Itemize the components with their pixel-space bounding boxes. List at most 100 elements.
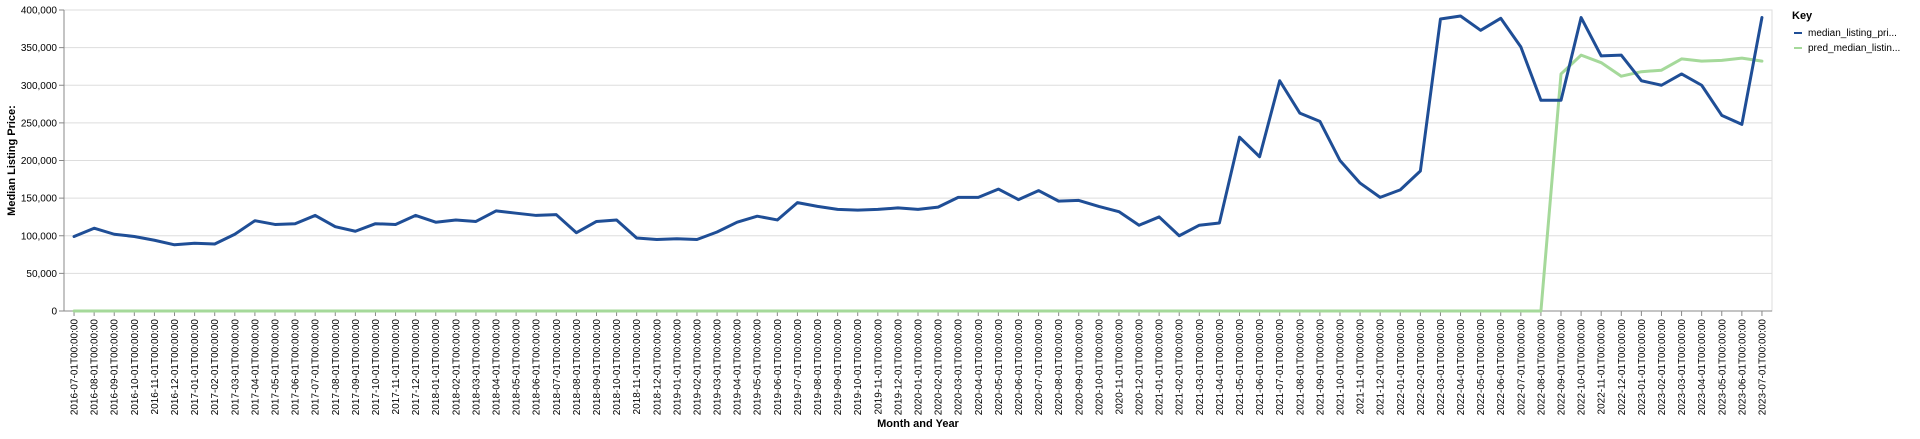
x-tick-label: 2016-11-01T00:00:00: [150, 319, 161, 415]
x-tick-label: 2022-01-01T00:00:00: [1396, 319, 1407, 416]
x-tick-label: 2020-02-01T00:00:00: [934, 319, 945, 416]
x-tick-label: 2018-09-01T00:00:00: [592, 319, 603, 416]
x-tick-label: 2022-10-01T00:00:00: [1577, 319, 1588, 416]
x-tick-label: 2018-04-01T00:00:00: [492, 319, 503, 416]
x-tick-label: 2022-07-01T00:00:00: [1516, 319, 1527, 416]
x-tick-label: 2019-09-01T00:00:00: [833, 319, 844, 416]
x-tick-label: 2021-01-01T00:00:00: [1155, 319, 1166, 416]
x-tick-label: 2020-06-01T00:00:00: [1014, 319, 1025, 416]
x-tick-label: 2018-03-01T00:00:00: [471, 319, 482, 416]
x-tick-label: 2018-12-01T00:00:00: [652, 319, 663, 416]
x-tick-label: 2021-07-01T00:00:00: [1275, 319, 1286, 416]
x-tick-label: 2017-08-01T00:00:00: [331, 319, 342, 416]
x-tick-label: 2022-04-01T00:00:00: [1456, 319, 1467, 416]
x-tick-label: 2019-11-01T00:00:00: [873, 319, 884, 415]
x-tick-label: 2017-10-01T00:00:00: [371, 319, 382, 416]
legend-title: Key: [1792, 10, 1813, 22]
x-tick-label: 2019-07-01T00:00:00: [793, 319, 804, 416]
y-tick-label: 250,000: [21, 118, 58, 129]
gridlines: [63, 9, 1773, 312]
x-tick-label: 2020-08-01T00:00:00: [1054, 319, 1065, 416]
x-tick-label: 2020-11-01T00:00:00: [1114, 319, 1125, 415]
x-tick-label: 2021-12-01T00:00:00: [1376, 319, 1387, 416]
x-tick-label: 2021-04-01T00:00:00: [1215, 319, 1226, 416]
x-tick-label: 2022-02-01T00:00:00: [1416, 319, 1427, 416]
x-tick-label: 2022-05-01T00:00:00: [1476, 319, 1487, 416]
x-tick-label: 2017-05-01T00:00:00: [270, 319, 281, 416]
x-tick-label: 2020-05-01T00:00:00: [994, 319, 1005, 416]
x-tick-label: 2023-03-01T00:00:00: [1677, 319, 1688, 416]
y-tick-label: 200,000: [21, 156, 58, 167]
x-tick-label: 2021-02-01T00:00:00: [1175, 319, 1186, 416]
x-tick-label: 2021-03-01T00:00:00: [1195, 319, 1206, 416]
y-tick-label: 300,000: [21, 81, 58, 92]
y-axis-title: Median Listing Price:: [6, 105, 18, 216]
x-tick-label: 2017-06-01T00:00:00: [291, 319, 302, 416]
x-tick-label: 2020-09-01T00:00:00: [1074, 319, 1085, 416]
x-tick-label: 2017-09-01T00:00:00: [351, 319, 362, 416]
x-tick-label: 2018-06-01T00:00:00: [532, 319, 543, 416]
x-tick-label: 2019-06-01T00:00:00: [773, 319, 784, 416]
x-tick-label: 2018-11-01T00:00:00: [632, 319, 643, 415]
x-tick-label: 2021-10-01T00:00:00: [1335, 319, 1346, 416]
x-tick-label: 2016-09-01T00:00:00: [110, 319, 121, 416]
x-tick-label: 2017-07-01T00:00:00: [311, 319, 322, 416]
x-tick-label: 2019-10-01T00:00:00: [853, 319, 864, 416]
legend-label: pred_median_listin...: [1808, 43, 1900, 54]
y-tick-label: 50,000: [26, 269, 57, 280]
x-tick-label: 2022-11-01T00:00:00: [1597, 319, 1608, 415]
x-tick-label: 2022-06-01T00:00:00: [1496, 319, 1507, 416]
x-tick-label: 2018-07-01T00:00:00: [552, 319, 563, 416]
x-tick-label: 2017-11-01T00:00:00: [391, 319, 402, 415]
x-tick-label: 2017-12-01T00:00:00: [411, 319, 422, 416]
x-tick-label: 2023-05-01T00:00:00: [1717, 319, 1728, 416]
x-tick-label: 2021-05-01T00:00:00: [1235, 319, 1246, 416]
x-tick-label: 2019-12-01T00:00:00: [893, 319, 904, 416]
legend-label: median_listing_pri...: [1808, 28, 1897, 39]
x-tick-label: 2018-01-01T00:00:00: [431, 319, 442, 416]
series-lines: [72, 14, 1764, 313]
x-tick-label: 2021-06-01T00:00:00: [1255, 319, 1266, 416]
x-tick-label: 2018-08-01T00:00:00: [572, 319, 583, 416]
x-tick-label: 2020-01-01T00:00:00: [914, 319, 925, 416]
legend: Key median_listing_pri... pred_median_lis…: [1792, 10, 1900, 54]
x-tick-label: 2023-04-01T00:00:00: [1697, 319, 1708, 416]
y-tick-label: 100,000: [21, 231, 58, 242]
x-tick-label: 2017-01-01T00:00:00: [190, 319, 201, 416]
x-tick-label: 2022-03-01T00:00:00: [1436, 319, 1447, 416]
y-tick-label: 150,000: [21, 194, 58, 205]
series-line-median-listing-price: [72, 14, 1764, 247]
y-tick-label: 400,000: [21, 6, 58, 17]
x-tick-label: 2021-08-01T00:00:00: [1295, 319, 1306, 416]
x-tick-label: 2023-02-01T00:00:00: [1657, 319, 1668, 416]
x-tick-label: 2023-06-01T00:00:00: [1737, 319, 1748, 416]
x-tick-label: 2018-05-01T00:00:00: [512, 319, 523, 416]
x-axis-title: Month and Year: [877, 418, 959, 430]
x-tick-label: 2022-09-01T00:00:00: [1557, 319, 1568, 416]
x-tick-label: 2017-02-01T00:00:00: [210, 319, 221, 416]
x-tick-label: 2019-02-01T00:00:00: [692, 319, 703, 416]
x-tick-label: 2019-04-01T00:00:00: [733, 319, 744, 416]
x-tick-label: 2018-02-01T00:00:00: [451, 319, 462, 416]
x-tick-label: 2016-07-01T00:00:00: [70, 319, 81, 416]
x-tick-label: 2023-01-01T00:00:00: [1637, 319, 1648, 416]
x-tick-label: 2019-08-01T00:00:00: [813, 319, 824, 416]
y-tick-label: 350,000: [21, 43, 58, 54]
x-tick-label: 2019-03-01T00:00:00: [713, 319, 724, 416]
x-axis: 2016-07-01T00:00:00 2016-08-01T00:00:00 20…: [64, 310, 1772, 416]
x-tick-label: 2020-07-01T00:00:00: [1034, 319, 1045, 416]
x-tick-label: 2020-10-01T00:00:00: [1094, 319, 1105, 416]
x-tick-label: 2019-01-01T00:00:00: [672, 319, 683, 416]
x-tick-label: 2017-04-01T00:00:00: [250, 319, 261, 416]
x-tick-label: 2022-12-01T00:00:00: [1617, 319, 1628, 416]
x-tick-label: 2022-08-01T00:00:00: [1536, 319, 1547, 416]
x-tick-label: 2019-05-01T00:00:00: [753, 319, 764, 416]
x-tick-label: 2021-11-01T00:00:00: [1356, 319, 1367, 415]
x-tick-label: 2023-07-01T00:00:00: [1757, 319, 1768, 416]
series-line-pred-median-listing: [72, 53, 1764, 313]
y-axis: 0 50,000 100,000 150,000 200,000 250,000 300,0…: [21, 6, 65, 318]
x-tick-label: 2016-08-01T00:00:00: [90, 319, 101, 416]
x-tick-label: 2018-10-01T00:00:00: [612, 319, 623, 416]
